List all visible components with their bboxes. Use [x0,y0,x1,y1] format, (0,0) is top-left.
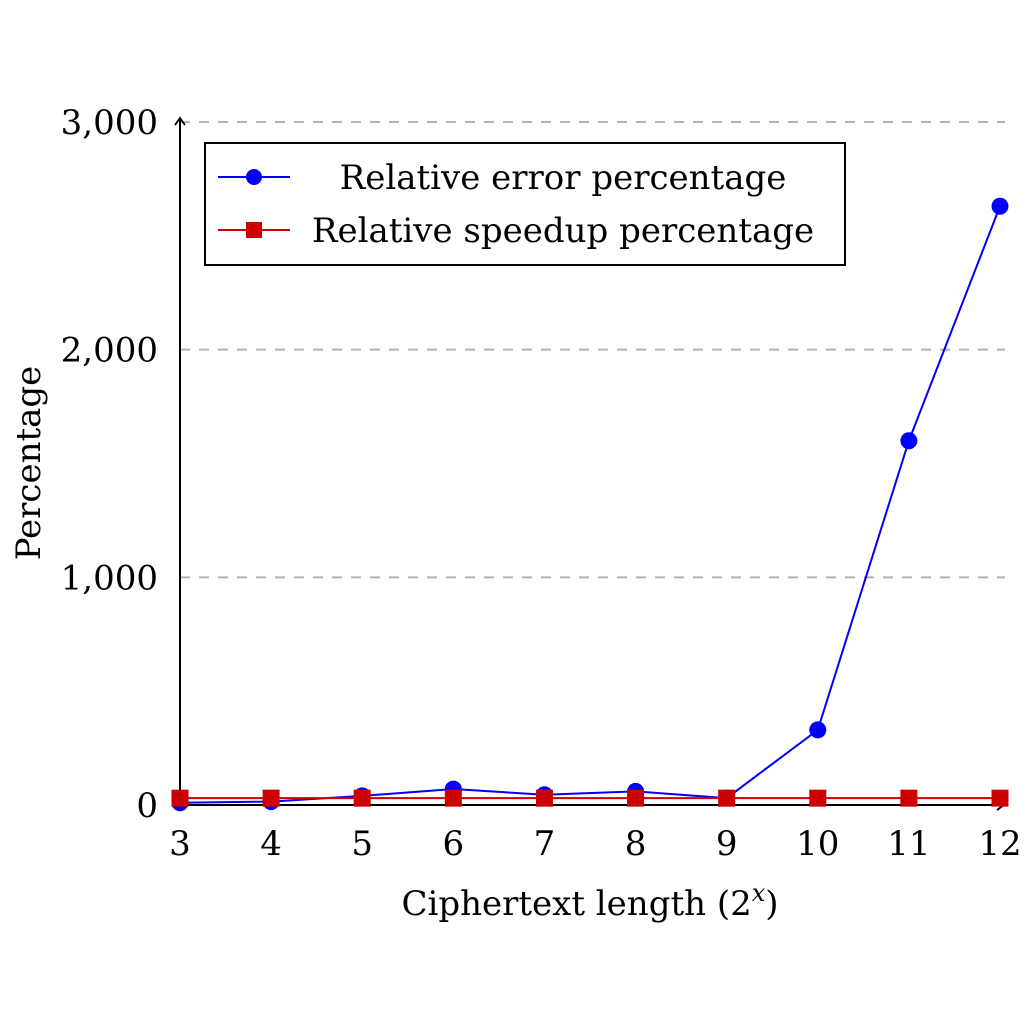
x-tick-label-1: 4 [260,824,282,864]
point-1-7 [809,789,827,807]
point-0-8 [900,432,918,450]
x-axis-label: Ciphertext length (2x) [401,879,778,924]
legend-label-error: Relative error percentage [340,158,787,198]
point-1-3 [444,789,462,807]
x-tick-label-4: 7 [534,824,556,864]
grid-lines [180,121,1005,579]
point-1-9 [991,789,1009,807]
legend-box [204,142,846,266]
x-tick-label-6: 9 [716,824,738,864]
point-1-5 [627,789,645,807]
y-tick-label-3: 3,000 [61,103,158,143]
series-1 [171,789,1009,807]
x-tick-label-7: 10 [796,824,839,864]
legend-marker-speedup [246,222,262,238]
point-1-1 [262,789,280,807]
x-tick-label-2: 5 [351,824,373,864]
point-1-6 [718,789,736,807]
x-tick-label-0: 3 [169,824,191,864]
y-tick-label-1: 1,000 [61,558,158,598]
series-layer [171,197,1009,812]
point-1-8 [900,789,918,807]
x-tick-label-5: 8 [625,824,647,864]
y-tick-label-2: 2,000 [61,331,158,371]
legend-label-speedup: Relative speedup percentage [312,211,814,251]
point-0-7 [809,721,827,739]
legend-marker-error [246,169,262,185]
point-0-9 [991,197,1009,215]
y-tick-label-0: 0 [136,786,158,826]
legend-item-error: Relative error percentage [218,158,786,198]
series-0 [171,197,1009,812]
x-tick-label-8: 11 [887,824,930,864]
x-tick-label-9: 12 [978,824,1021,864]
legend: Relative error percentage Relative speed… [204,142,846,266]
point-1-0 [171,789,189,807]
tick-labels: 0 1,000 2,000 3,000 3 4 5 6 7 8 9 10 11 12 [61,103,1022,864]
y-axis-label: Percentage [9,366,49,561]
axes [174,116,1006,811]
legend-item-speedup: Relative speedup percentage [218,211,814,251]
point-1-2 [353,789,371,807]
x-tick-label-3: 6 [443,824,465,864]
point-1-4 [535,789,553,807]
series-line-0 [179,205,1001,804]
